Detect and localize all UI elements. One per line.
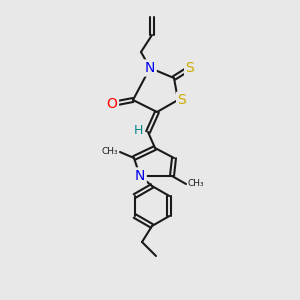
Text: CH₃: CH₃: [188, 179, 205, 188]
Text: N: N: [135, 169, 145, 183]
Text: O: O: [106, 97, 117, 111]
Text: H: H: [133, 124, 143, 136]
Text: S: S: [178, 93, 186, 107]
Text: S: S: [186, 61, 194, 75]
Text: N: N: [145, 61, 155, 75]
Text: CH₃: CH₃: [101, 146, 118, 155]
